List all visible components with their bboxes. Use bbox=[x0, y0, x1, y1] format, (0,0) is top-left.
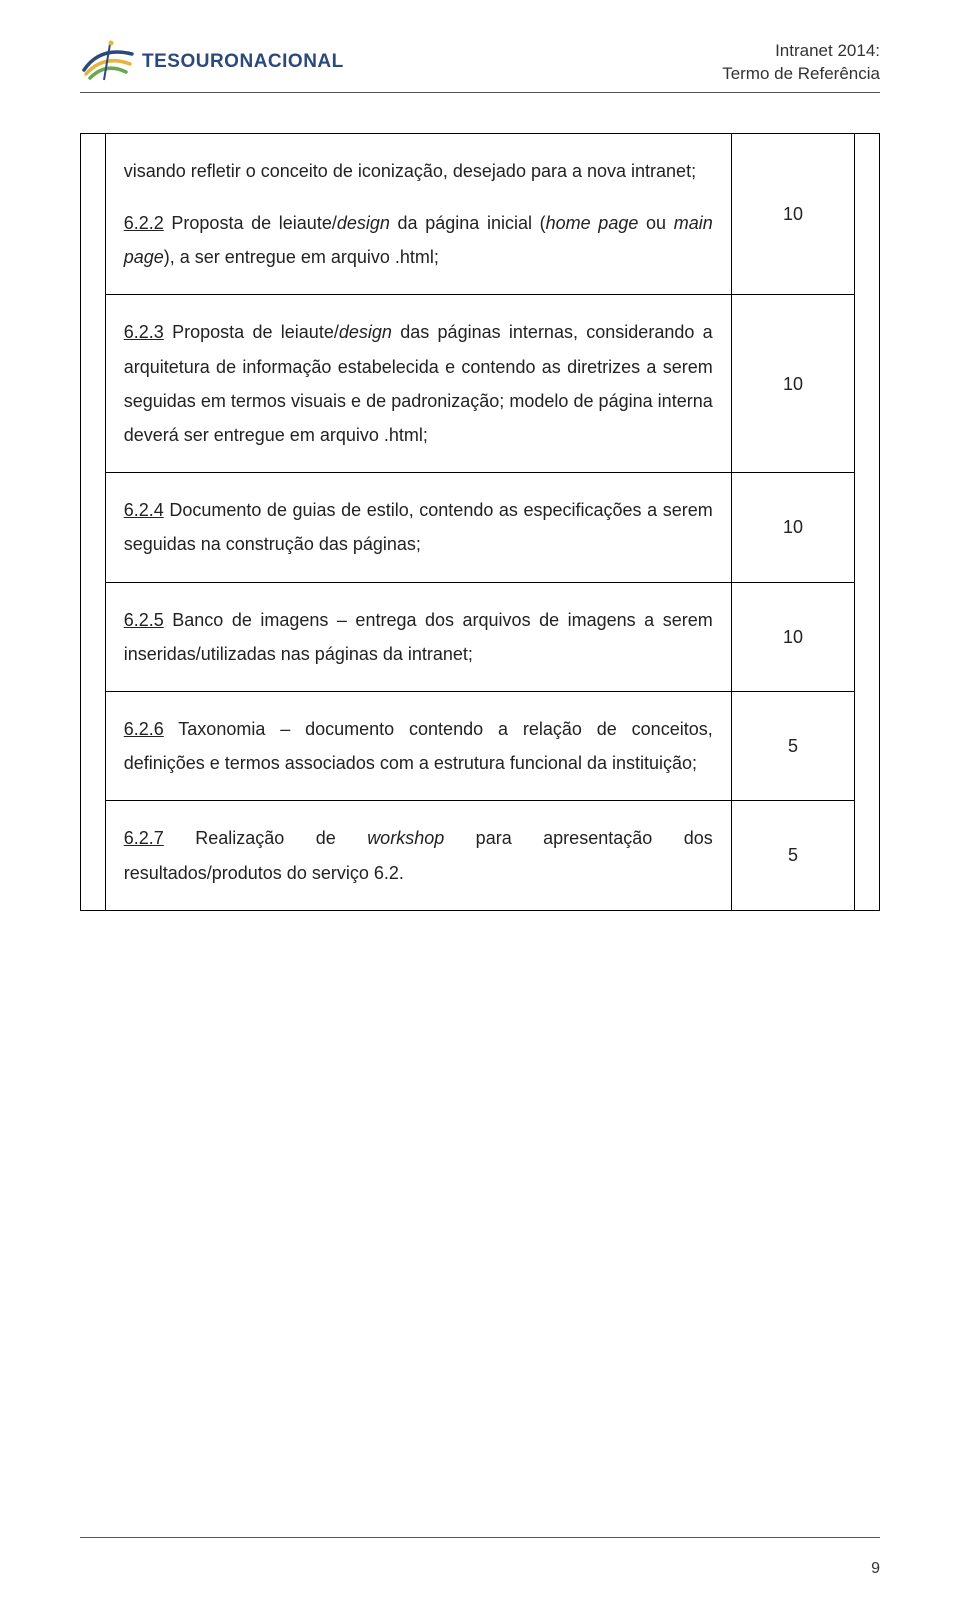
brand-mid: ESOURO bbox=[154, 51, 239, 72]
header-title-line1: Intranet 2014: bbox=[722, 40, 880, 63]
cell-text: 6.2.3 Proposta de leiaute/design das pág… bbox=[105, 295, 731, 473]
body-a: Realização de bbox=[164, 828, 367, 848]
section-label: 6.2.3 bbox=[124, 322, 164, 342]
brand-text: TESOURONACIONAL bbox=[142, 51, 344, 73]
section-label: 6.2.5 bbox=[124, 610, 164, 630]
logo-swoosh-icon bbox=[80, 40, 136, 84]
requirements-table: visando refletir o conceito de iconizaçã… bbox=[80, 133, 880, 911]
table-row: 6.2.5 Banco de imagens – entrega dos arq… bbox=[81, 582, 880, 691]
cell-text: 6.2.7 Realização de workshop para aprese… bbox=[105, 801, 731, 910]
page: TESOURONACIONAL Intranet 2014: Termo de … bbox=[0, 0, 960, 1618]
cell-text: 6.2.4 Documento de guias de estilo, cont… bbox=[105, 473, 731, 582]
body-a: Documento de guias de estilo, contendo a… bbox=[124, 500, 713, 554]
body-d: ), a ser entregue em arquivo .html; bbox=[164, 247, 439, 267]
cell-value: 10 bbox=[731, 473, 855, 582]
body-a: Taxonomia – documento contendo a relação… bbox=[124, 719, 713, 773]
page-header: TESOURONACIONAL Intranet 2014: Termo de … bbox=[80, 40, 880, 93]
section-label: 6.2.6 bbox=[124, 719, 164, 739]
body-b: da página inicial ( bbox=[390, 213, 546, 233]
ghost-cell-right bbox=[855, 133, 880, 910]
table-row: 6.2.6 Taxonomia – documento contendo a r… bbox=[81, 691, 880, 800]
cell-text: 6.2.5 Banco de imagens – entrega dos arq… bbox=[105, 582, 731, 691]
section-label: 6.2.2 bbox=[124, 213, 164, 233]
cell-text: 6.2.6 Taxonomia – documento contendo a r… bbox=[105, 691, 731, 800]
brand-prefix: T bbox=[142, 51, 154, 72]
brand-suffix: N bbox=[239, 51, 253, 72]
brand-tail: ACIONAL bbox=[254, 51, 344, 72]
section-label: 6.2.7 bbox=[124, 828, 164, 848]
body-a: Banco de imagens – entrega dos arquivos … bbox=[124, 610, 713, 664]
table-row: visando refletir o conceito de iconizaçã… bbox=[81, 133, 880, 295]
italic-1: design bbox=[337, 213, 390, 233]
brand-logo: TESOURONACIONAL bbox=[80, 40, 344, 84]
section-label: 6.2.4 bbox=[124, 500, 164, 520]
page-number: 9 bbox=[871, 1560, 880, 1578]
cell-value: 10 bbox=[731, 133, 855, 295]
table-row: 6.2.7 Realização de workshop para aprese… bbox=[81, 801, 880, 910]
cell-value: 10 bbox=[731, 295, 855, 473]
footer-rule bbox=[80, 1537, 880, 1538]
ghost-cell-left bbox=[81, 133, 106, 910]
header-title: Intranet 2014: Termo de Referência bbox=[722, 40, 880, 86]
italic-1: design bbox=[339, 322, 392, 342]
italic-2: home page bbox=[546, 213, 639, 233]
pre-text: visando refletir o conceito de iconizaçã… bbox=[124, 161, 696, 181]
body-a: Proposta de leiaute/ bbox=[164, 213, 337, 233]
table-row: 6.2.3 Proposta de leiaute/design das pág… bbox=[81, 295, 880, 473]
cell-value: 10 bbox=[731, 582, 855, 691]
cell-value: 5 bbox=[731, 691, 855, 800]
cell-text: visando refletir o conceito de iconizaçã… bbox=[105, 133, 731, 295]
table-row: 6.2.4 Documento de guias de estilo, cont… bbox=[81, 473, 880, 582]
italic-1: workshop bbox=[367, 828, 444, 848]
header-title-line2: Termo de Referência bbox=[722, 63, 880, 86]
cell-value: 5 bbox=[731, 801, 855, 910]
body-a: Proposta de leiaute/ bbox=[164, 322, 339, 342]
body-c: ou bbox=[638, 213, 673, 233]
